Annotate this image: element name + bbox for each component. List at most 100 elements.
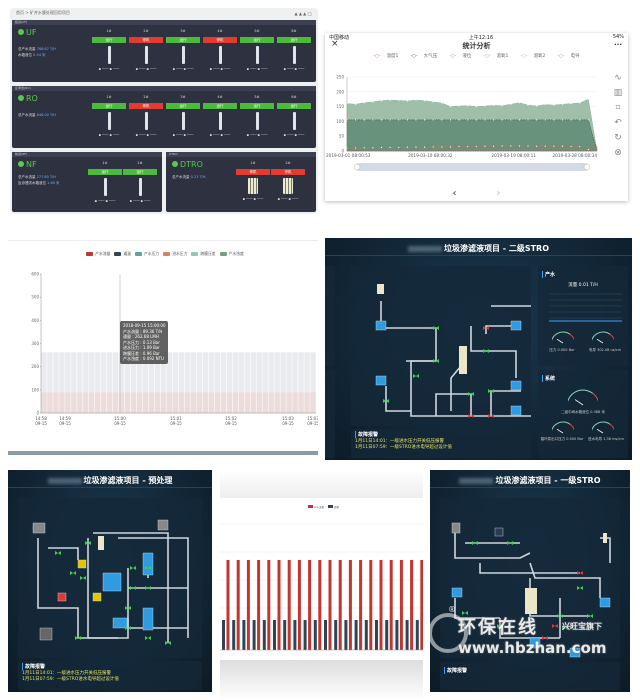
gauge-arc-danger xyxy=(609,334,614,341)
membrane-icon xyxy=(103,178,107,196)
legend-swatch xyxy=(114,252,122,256)
pipe xyxy=(118,537,189,638)
data-point xyxy=(510,119,512,121)
bar-flux xyxy=(136,352,143,413)
bar-flux xyxy=(232,620,236,650)
valve-icon xyxy=(472,541,478,545)
status-button[interactable]: 停机 xyxy=(203,37,237,43)
next-button[interactable]: › xyxy=(496,188,501,199)
membrane-icon xyxy=(107,112,111,130)
undo-icon[interactable]: ↶ xyxy=(614,118,622,128)
valve-icon xyxy=(55,551,61,555)
status-button[interactable]: 运行 xyxy=(166,103,200,109)
section-uf: 超滤(UF) UF 总产水流量 768.67 T/H 水箱液位 0.54 米 1# 运行 ▪… xyxy=(12,20,316,82)
legend-label: 通量 xyxy=(123,251,132,256)
legend-item[interactable]: -○- 大气压 xyxy=(407,54,440,59)
legend-item[interactable]: 进水压力 xyxy=(159,251,187,256)
bar-flow xyxy=(420,560,423,650)
unit-2#: 2# 运行 ▪ ─── ▪ ─── xyxy=(123,161,157,203)
bar-flux xyxy=(293,620,297,650)
status-button[interactable]: 运行 xyxy=(123,169,157,175)
tank-icon xyxy=(494,527,504,537)
section-header: 纳滤(NF) xyxy=(12,152,162,157)
legend-item[interactable]: -○- 溶氧2 xyxy=(517,54,548,59)
data-point xyxy=(492,145,495,147)
bar-chart[interactable]: 010020030040050060014:5809-1514:5909-151… xyxy=(8,241,318,441)
valve-icon xyxy=(413,374,419,378)
unit-2#: 2# 停机 ▪ ─── ▪ ─── xyxy=(271,161,305,201)
data-point xyxy=(355,119,357,121)
data-point xyxy=(380,146,383,149)
status-button[interactable]: 运行 xyxy=(92,103,126,109)
status-button[interactable]: 停机 xyxy=(129,103,163,109)
close-icon[interactable]: × xyxy=(331,39,339,49)
pipe xyxy=(435,393,472,416)
zoom-icon[interactable]: ⌗ xyxy=(615,103,621,113)
valve-icon xyxy=(130,566,136,570)
data-point xyxy=(527,145,529,147)
status-button[interactable]: 运行 xyxy=(277,103,311,109)
status-button[interactable]: 运行 xyxy=(166,37,200,43)
page-title: 统计分析 xyxy=(462,42,491,50)
alarm-header: 故障报警 xyxy=(22,663,198,670)
valve-icon xyxy=(483,326,489,330)
bar-flow xyxy=(130,392,137,413)
status-button[interactable]: 运行 xyxy=(240,103,274,109)
legend-item[interactable]: -○- 电导 xyxy=(554,54,582,59)
status-button[interactable]: 运行 xyxy=(92,37,126,43)
tank-icon xyxy=(102,572,122,592)
line-chart-icon[interactable]: ∿ xyxy=(614,73,622,83)
bar-flow xyxy=(220,392,227,413)
gauge-needle xyxy=(596,428,604,434)
membrane-module-icon xyxy=(459,346,467,374)
tooltip-line: 通量 : 262.68 LMH xyxy=(123,334,159,339)
chart-legend: -○- 温度1 -○- 大气压 -○- 液位 -○- 溶氧1 -○- 溶氧2 -○- 电导 xyxy=(325,53,628,61)
bar-flux xyxy=(256,352,262,413)
tank-icon xyxy=(510,405,522,416)
valve-icon xyxy=(125,606,131,610)
legend-swatch xyxy=(86,252,94,256)
bar-chart[interactable]: 产水流量 通量 xyxy=(220,498,423,658)
clear-icon[interactable]: ⊗ xyxy=(614,148,622,158)
legend-item[interactable]: -○- 溶氧1 xyxy=(480,54,511,59)
legend-item[interactable]: 跨膜压差 xyxy=(187,251,216,256)
unit-3#: 3# 运行 ▪ ─── ▪ ─── xyxy=(166,95,200,137)
bar-flow xyxy=(148,392,155,413)
prev-button[interactable]: ‹ xyxy=(452,188,457,199)
legend-item[interactable]: 产水流量 xyxy=(82,251,110,256)
legend-item[interactable]: -○- 液位 xyxy=(446,54,474,59)
status-button[interactable]: 运行 xyxy=(240,37,274,43)
legend-item[interactable]: -○- 温度1 xyxy=(370,54,401,59)
status-button[interactable]: 停机 xyxy=(129,37,163,43)
bar-chart-icon[interactable]: ▥ xyxy=(613,88,623,98)
legend-item[interactable]: 产水浊度 xyxy=(216,251,244,256)
bar-flow xyxy=(238,392,244,413)
more-icon[interactable]: ··· xyxy=(614,41,622,49)
status-button[interactable]: 运行 xyxy=(277,37,311,43)
valve-icon xyxy=(433,359,439,363)
membrane-icon xyxy=(218,46,222,64)
legend-item[interactable]: 通量 xyxy=(110,251,131,256)
bar-flow xyxy=(379,560,383,650)
area-chart[interactable]: 0 50 100 150 200 250 2019-03-01 08:00:53 2019-0… xyxy=(325,69,615,179)
system-box: 系统 二级中间水箱液位 0.388 米 循环泵出口压力 0.000 Bar 进水… xyxy=(538,370,628,458)
unit-id: 1# xyxy=(102,161,108,165)
breadcrumb[interactable]: 首页 > 矿井水膜处理回用项目 xyxy=(16,10,70,15)
tank-icon xyxy=(569,647,581,658)
legend-label: 电导 xyxy=(570,54,580,59)
bar-flux xyxy=(130,352,137,413)
dashboard-title: 垃圾渗滤液项目 - 二级STRO xyxy=(443,244,550,253)
section-name: UF xyxy=(18,28,36,37)
legend-item[interactable]: 产水压力 xyxy=(131,251,159,256)
membrane-icon xyxy=(255,46,259,64)
valve-icon xyxy=(80,576,86,580)
y-tick-label: 100 xyxy=(31,387,39,392)
refresh-icon[interactable]: ↻ xyxy=(614,133,622,143)
unit-readings: ▪ ─── ▪ ─── xyxy=(135,67,157,71)
status-button[interactable]: 停机 xyxy=(271,169,305,175)
status-button[interactable]: 运行 xyxy=(88,169,122,175)
membrane-icon xyxy=(292,112,296,130)
status-button[interactable]: 停机 xyxy=(236,169,270,175)
bar-flux xyxy=(280,352,286,413)
status-button[interactable]: 运行 xyxy=(203,103,237,109)
